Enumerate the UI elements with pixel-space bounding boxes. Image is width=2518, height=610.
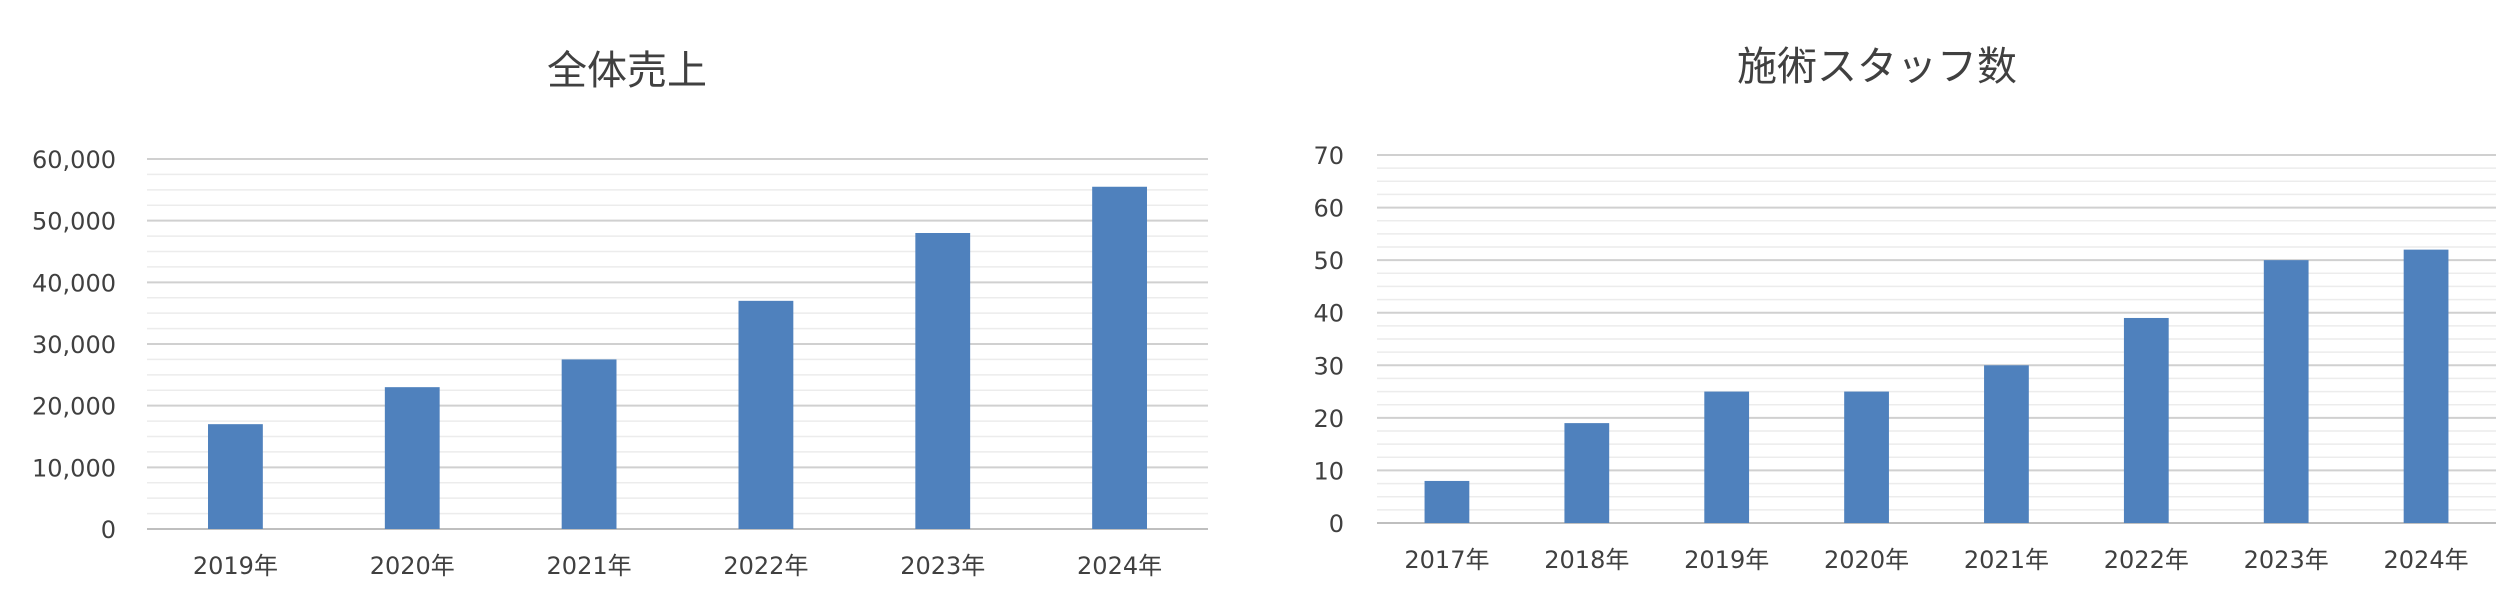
bar bbox=[1704, 391, 1750, 523]
bar bbox=[1424, 480, 1470, 523]
x-tick-label: 2023年 bbox=[900, 552, 985, 580]
bar bbox=[1564, 423, 1610, 523]
bar bbox=[2123, 317, 2169, 523]
x-tick-label: 2022年 bbox=[2104, 546, 2189, 574]
y-tick-label: 70 bbox=[1313, 142, 1344, 170]
bar bbox=[1844, 391, 1889, 523]
y-tick-label: 30,000 bbox=[32, 331, 116, 359]
sales-chart: 全体売上 0 10,000 20,000 30,000 40,000 50,000 60,0… bbox=[0, 0, 1240, 606]
x-tick-label: 2019年 bbox=[1684, 546, 1769, 574]
bar bbox=[1984, 365, 2029, 523]
y-tick-label: 50,000 bbox=[32, 208, 116, 236]
bar bbox=[384, 387, 440, 529]
x-tick-label: 2017年 bbox=[1404, 546, 1489, 574]
x-tick-label: 2021年 bbox=[547, 552, 632, 580]
y-tick-label: 20 bbox=[1313, 405, 1344, 433]
y-tick-label: 0 bbox=[1329, 510, 1344, 538]
bar bbox=[738, 300, 794, 529]
x-tick-label: 2020年 bbox=[1824, 546, 1909, 574]
y-tick-label: 40,000 bbox=[32, 269, 116, 297]
x-tick-label: 2024年 bbox=[2384, 546, 2469, 574]
y-tick-label: 40 bbox=[1313, 300, 1344, 328]
x-tick-label: 2024年 bbox=[1077, 552, 1162, 580]
chart-title: 全体売上 bbox=[547, 48, 707, 94]
x-axis: 2017年 2018年 2019年 2020年 2021年 2022年 2023年 2024年 bbox=[1404, 546, 2468, 574]
y-tick-label: 10 bbox=[1313, 457, 1344, 485]
y-tick-label: 10,000 bbox=[32, 454, 116, 482]
x-tick-label: 2023年 bbox=[2244, 546, 2329, 574]
bars bbox=[208, 186, 1147, 529]
y-tick-label: 20,000 bbox=[32, 393, 116, 421]
x-tick-label: 2022年 bbox=[723, 552, 808, 580]
x-tick-label: 2018年 bbox=[1544, 546, 1629, 574]
bar bbox=[1092, 186, 1147, 529]
bar bbox=[2403, 249, 2449, 523]
y-tick-label: 50 bbox=[1313, 247, 1344, 275]
y-tick-label: 0 bbox=[101, 516, 116, 544]
x-axis: 2019年 2020年 2021年 2022年 2023年 2024年 bbox=[193, 552, 1162, 580]
chart-title: 施術スタッフ数 bbox=[1737, 44, 2017, 90]
bar bbox=[561, 359, 617, 529]
staff-chart: 施術スタッフ数 0 10 20 30 40 50 60 70 2017年 2018年 2019年 2… bbox=[1240, 0, 2518, 606]
y-axis: 0 10 20 30 40 50 60 70 bbox=[1313, 142, 1344, 538]
bar bbox=[915, 233, 971, 529]
y-tick-label: 60 bbox=[1313, 195, 1344, 223]
y-tick-label: 30 bbox=[1313, 352, 1344, 380]
grid-lines bbox=[1377, 154, 2496, 524]
y-axis: 0 10,000 20,000 30,000 40,000 50,000 60,000 bbox=[32, 146, 116, 544]
bars bbox=[1424, 249, 2449, 523]
sales-chart-svg: 全体売上 0 10,000 20,000 30,000 40,000 50,000 60,0… bbox=[32, 48, 1208, 580]
y-tick-label: 60,000 bbox=[32, 146, 116, 174]
bar bbox=[2263, 260, 2309, 523]
x-tick-label: 2019年 bbox=[193, 552, 278, 580]
grid-lines bbox=[147, 158, 1208, 530]
x-tick-label: 2020年 bbox=[370, 552, 455, 580]
bar bbox=[208, 424, 263, 529]
x-tick-label: 2021年 bbox=[1964, 546, 2049, 574]
